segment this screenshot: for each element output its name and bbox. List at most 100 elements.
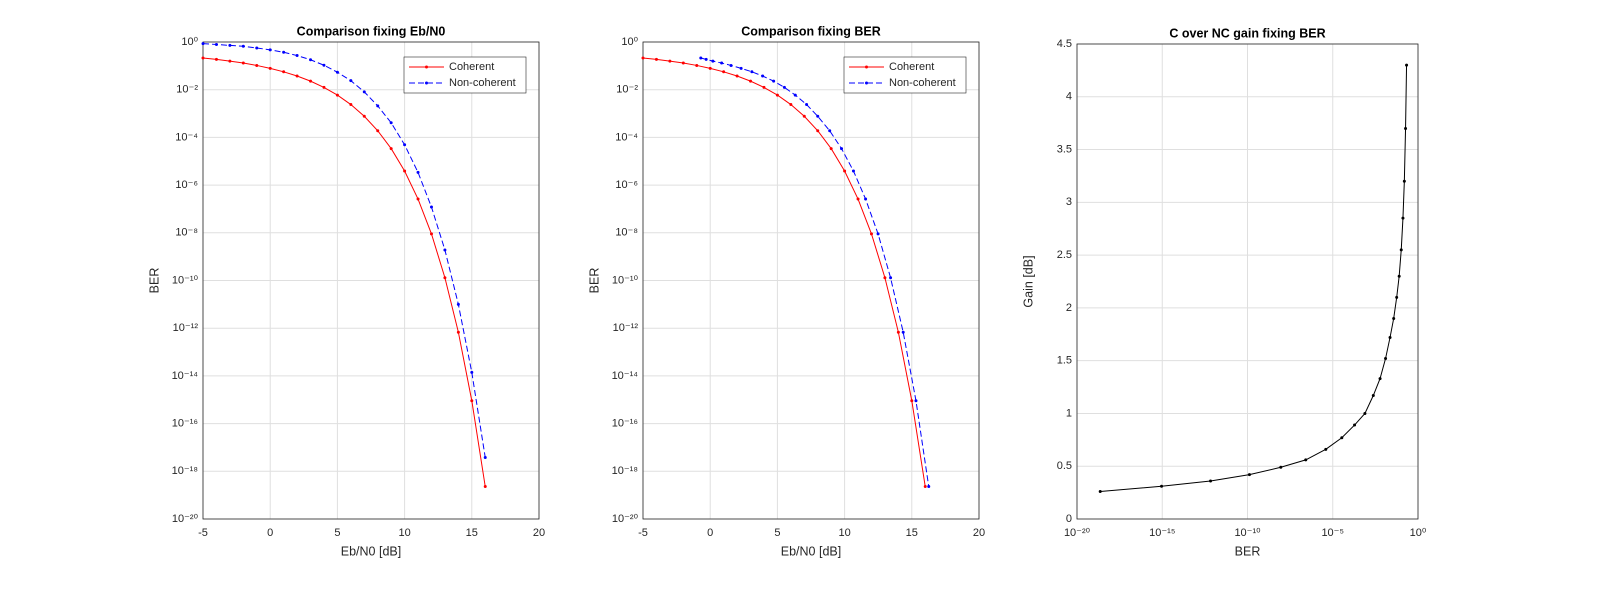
data-point [856, 197, 860, 201]
data-point [681, 61, 685, 65]
data-point [927, 485, 931, 489]
data-point [429, 232, 433, 236]
data-point [416, 197, 420, 201]
y-tick-label: 10⁻⁴ [175, 131, 198, 143]
legend-marker [865, 81, 868, 85]
data-point [708, 66, 712, 70]
data-point [322, 85, 326, 89]
x-tick-label: 10 [838, 527, 850, 539]
data-point [914, 399, 918, 403]
legend-label: Non-coherent [889, 77, 956, 89]
data-point [1405, 63, 1409, 67]
legend-marker [425, 81, 428, 85]
y-tick-label: 10⁻¹⁰ [172, 274, 199, 286]
data-point [1353, 423, 1357, 427]
x-tick-label: 5 [774, 527, 780, 539]
data-point [816, 114, 820, 118]
x-tick-label: 10 [398, 527, 410, 539]
data-point [704, 57, 708, 61]
data-point [749, 79, 753, 83]
data-point [1371, 394, 1375, 397]
x-tick-label: 15 [466, 527, 478, 539]
data-point [789, 103, 793, 107]
data-point [1388, 335, 1392, 339]
data-point [1384, 357, 1388, 361]
data-point [1304, 458, 1308, 462]
y-tick-label: 10⁻¹⁰ [612, 274, 639, 286]
y-tick-label: 2 [1066, 302, 1072, 314]
y-axis-label: BER [147, 268, 161, 294]
data-point [295, 74, 299, 78]
data-point [1324, 447, 1328, 451]
x-tick-label: 10⁻⁵ [1321, 527, 1344, 539]
y-tick-label: 4 [1066, 91, 1072, 103]
data-point [816, 129, 820, 133]
data-point [228, 43, 232, 47]
x-tick-label: 10⁻¹⁰ [1234, 527, 1261, 539]
data-point [470, 370, 474, 374]
y-tick-label: 10⁻¹⁶ [612, 418, 638, 430]
data-point [1160, 484, 1164, 488]
data-point [762, 85, 766, 89]
data-point [470, 399, 474, 403]
y-tick-label: 10⁻²⁰ [612, 513, 639, 525]
y-tick-label: 10⁰ [621, 36, 638, 48]
data-point [864, 197, 868, 201]
data-point [241, 44, 245, 48]
x-tick-label: 0 [267, 527, 273, 539]
y-tick-label: 10⁻⁶ [175, 179, 198, 191]
y-tick-label: 10⁻⁸ [615, 227, 638, 239]
data-point [362, 90, 366, 94]
y-tick-label: 10⁻⁸ [175, 227, 198, 239]
data-point [1404, 126, 1408, 130]
data-point [349, 103, 353, 107]
data-point [335, 70, 339, 74]
data-point [362, 114, 366, 118]
data-point [1378, 377, 1382, 381]
data-point [1397, 274, 1401, 278]
data-point [443, 248, 447, 252]
y-tick-label: 0.5 [1057, 460, 1072, 472]
y-tick-label: 10⁻¹⁸ [612, 465, 638, 477]
data-point [735, 74, 739, 78]
data-point [772, 79, 776, 83]
y-tick-label: 10⁻¹² [173, 322, 199, 334]
data-point [335, 93, 339, 97]
series-line [202, 57, 486, 487]
data-point [295, 54, 299, 58]
data-point [750, 70, 754, 74]
data-point [889, 276, 893, 280]
data-point [910, 399, 914, 403]
data-point [309, 58, 313, 62]
x-tick-label: 20 [533, 527, 545, 539]
data-point [309, 79, 313, 83]
x-tick-label: -5 [198, 527, 208, 539]
x-axis-label: Eb/N0 [dB] [341, 544, 401, 558]
data-point [214, 57, 218, 61]
y-tick-label: 3.5 [1057, 143, 1072, 155]
data-point [456, 302, 460, 306]
data-point [389, 121, 393, 125]
legend: Coherent Non-coherent [403, 56, 527, 94]
data-point [851, 169, 855, 173]
data-point [829, 147, 833, 151]
data-point [1402, 179, 1406, 183]
data-point [201, 42, 205, 46]
data-point [376, 104, 380, 108]
x-tick-label: 0 [707, 527, 713, 539]
data-point [268, 48, 272, 52]
data-point [282, 70, 286, 74]
subplot: -5 0 5 10 15 20 10⁻²⁰ 10⁻¹⁸ 10⁻¹⁶ 10⁻¹⁴ 10⁻¹² 10⁻¹⁰… [147, 24, 545, 558]
x-axis-label: BER [1235, 544, 1261, 558]
y-tick-label: 4.5 [1057, 38, 1072, 50]
data-point [883, 276, 887, 280]
data-point [793, 93, 797, 97]
y-tick-label: 10⁻⁴ [615, 131, 638, 143]
axes-box [642, 41, 980, 520]
axes-box [1076, 43, 1419, 520]
series-line [202, 43, 486, 458]
subplot: -5 0 5 10 15 20 10⁻²⁰ 10⁻¹⁸ 10⁻¹⁶ 10⁻¹⁴ 10⁻¹² 10⁻¹⁰… [587, 24, 985, 558]
data-point [1209, 479, 1213, 483]
data-point [1279, 465, 1283, 469]
